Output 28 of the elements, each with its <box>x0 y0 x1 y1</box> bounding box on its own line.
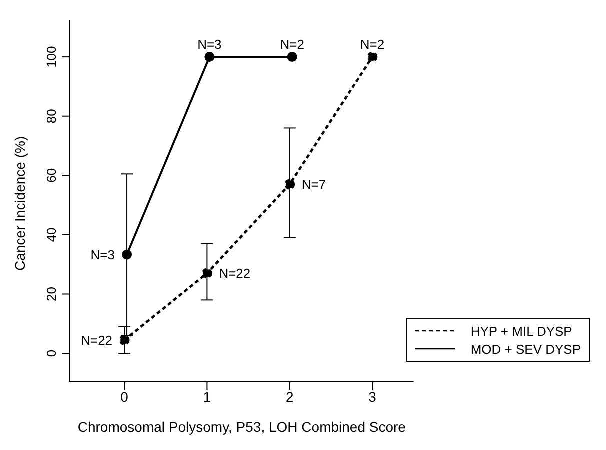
annotation: N=22 <box>219 266 251 282</box>
annotation: N=22 <box>81 332 113 348</box>
x-tick-label: 3 <box>368 388 377 405</box>
point <box>367 52 378 62</box>
x-tick-label: 0 <box>120 388 129 405</box>
annotation: N=3 <box>90 247 116 262</box>
point <box>119 334 130 346</box>
y-tick-label: 40 <box>44 228 59 242</box>
y-tick-label: 20 <box>44 287 59 302</box>
y-tick-label: 0 <box>44 350 59 358</box>
annotation: N=3 <box>198 37 222 52</box>
annotation: N=2 <box>360 37 385 52</box>
point <box>204 52 215 62</box>
x-tick-label: 1 <box>203 388 212 405</box>
point <box>287 52 298 62</box>
legend-label: HYP + MIL DYSP <box>470 324 572 338</box>
x-tick-label: 2 <box>286 388 294 405</box>
legend-label: MOD + SEV DYSP <box>470 342 581 356</box>
y-axis-title: Cancer Incidence (%) <box>12 136 28 271</box>
point <box>284 179 296 190</box>
x-axis-title: Chromosomal Polysomy, P53, LOH Combined Score <box>78 419 406 435</box>
point <box>122 250 132 260</box>
annotation: N=7 <box>302 177 326 192</box>
annotation: N=2 <box>280 37 304 52</box>
y-tick-label: 80 <box>44 109 59 124</box>
y-tick-label: 100 <box>44 46 59 68</box>
y-tick-label: 60 <box>44 168 59 183</box>
point <box>202 268 212 279</box>
